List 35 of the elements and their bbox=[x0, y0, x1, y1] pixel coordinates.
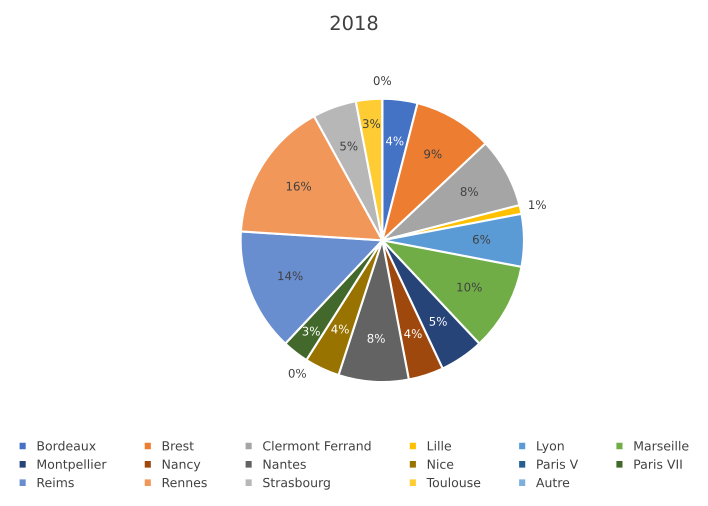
legend-label: Autre bbox=[536, 478, 570, 488]
legend-label: Toulouse bbox=[426, 478, 480, 488]
legend-label: Nice bbox=[428, 459, 454, 469]
legend-label: Nantes bbox=[264, 460, 306, 469]
data-label: 5% bbox=[340, 142, 358, 150]
text: 0% bbox=[288, 368, 306, 378]
data-label: 4% bbox=[404, 329, 422, 338]
data-label: 8% bbox=[368, 334, 385, 343]
text: 0% bbox=[374, 76, 392, 86]
legend-label: Strasbourg bbox=[263, 478, 330, 490]
legend-label: Lille bbox=[428, 440, 452, 451]
data-label: 4% bbox=[331, 324, 349, 334]
legend-label: Montpellier bbox=[38, 459, 107, 472]
legend-label: Marseille bbox=[634, 440, 688, 451]
data-label: 6% bbox=[472, 234, 490, 244]
legend-label: Bordeaux bbox=[38, 440, 96, 451]
data-label: 10% bbox=[457, 282, 482, 292]
data-label: 14% bbox=[278, 271, 303, 280]
legend-label: Rennes bbox=[162, 478, 207, 488]
data-label: 4% bbox=[386, 136, 404, 146]
legend-label: Clermont Ferrand bbox=[263, 440, 370, 451]
data-label: 1% bbox=[529, 200, 546, 210]
data-label: 3% bbox=[362, 119, 380, 128]
legend-label: Paris VII bbox=[634, 459, 682, 469]
legend-label: Lyon bbox=[537, 441, 564, 453]
legend-label: Brest bbox=[162, 441, 194, 451]
data-label: 5% bbox=[430, 316, 447, 326]
data-label: 16% bbox=[286, 182, 312, 191]
data-label: 9% bbox=[424, 149, 442, 158]
legend-label: Paris V bbox=[537, 459, 578, 469]
data-label: 3% bbox=[302, 326, 320, 336]
legend-label: Reims bbox=[38, 478, 74, 488]
legend-label: Nancy bbox=[162, 460, 200, 472]
data-label: 8% bbox=[460, 187, 478, 196]
chart-title: 2018 bbox=[330, 16, 378, 30]
